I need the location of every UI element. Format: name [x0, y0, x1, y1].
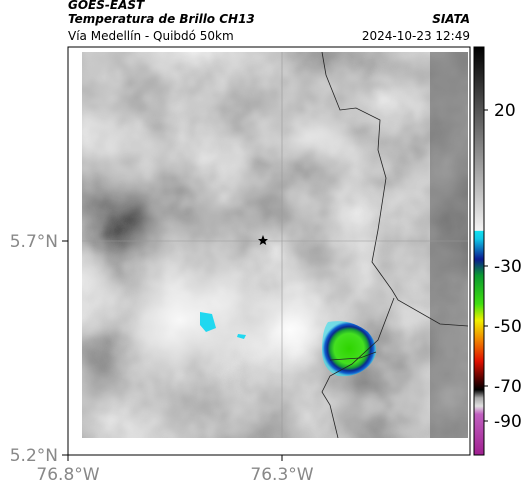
colorbar-label: -50	[494, 317, 522, 337]
colorbar-label: -30	[494, 257, 522, 277]
lat-label: 5.7°N	[10, 232, 58, 252]
colorbar-label: -70	[494, 377, 522, 397]
org-title: SIATA	[432, 12, 470, 26]
product-title: Temperatura de Brillo CH13	[68, 12, 255, 26]
route-subtitle: Vía Medellín - Quibdó 50km	[68, 29, 234, 43]
map-frame	[67, 46, 471, 456]
datetime: 2024-10-23 12:49	[362, 29, 470, 43]
colorbar-label: 20	[494, 101, 516, 121]
colorbar	[473, 46, 485, 456]
lon-label: 76.8°W	[36, 465, 99, 485]
lon-label: 76.3°W	[250, 465, 313, 485]
colorbar-ticks	[484, 109, 488, 422]
source-title: GOES-EAST	[68, 0, 145, 12]
colorbar-label: -90	[494, 412, 522, 432]
satellite-image	[82, 52, 468, 438]
lat-label: 5.2°N	[10, 446, 58, 466]
